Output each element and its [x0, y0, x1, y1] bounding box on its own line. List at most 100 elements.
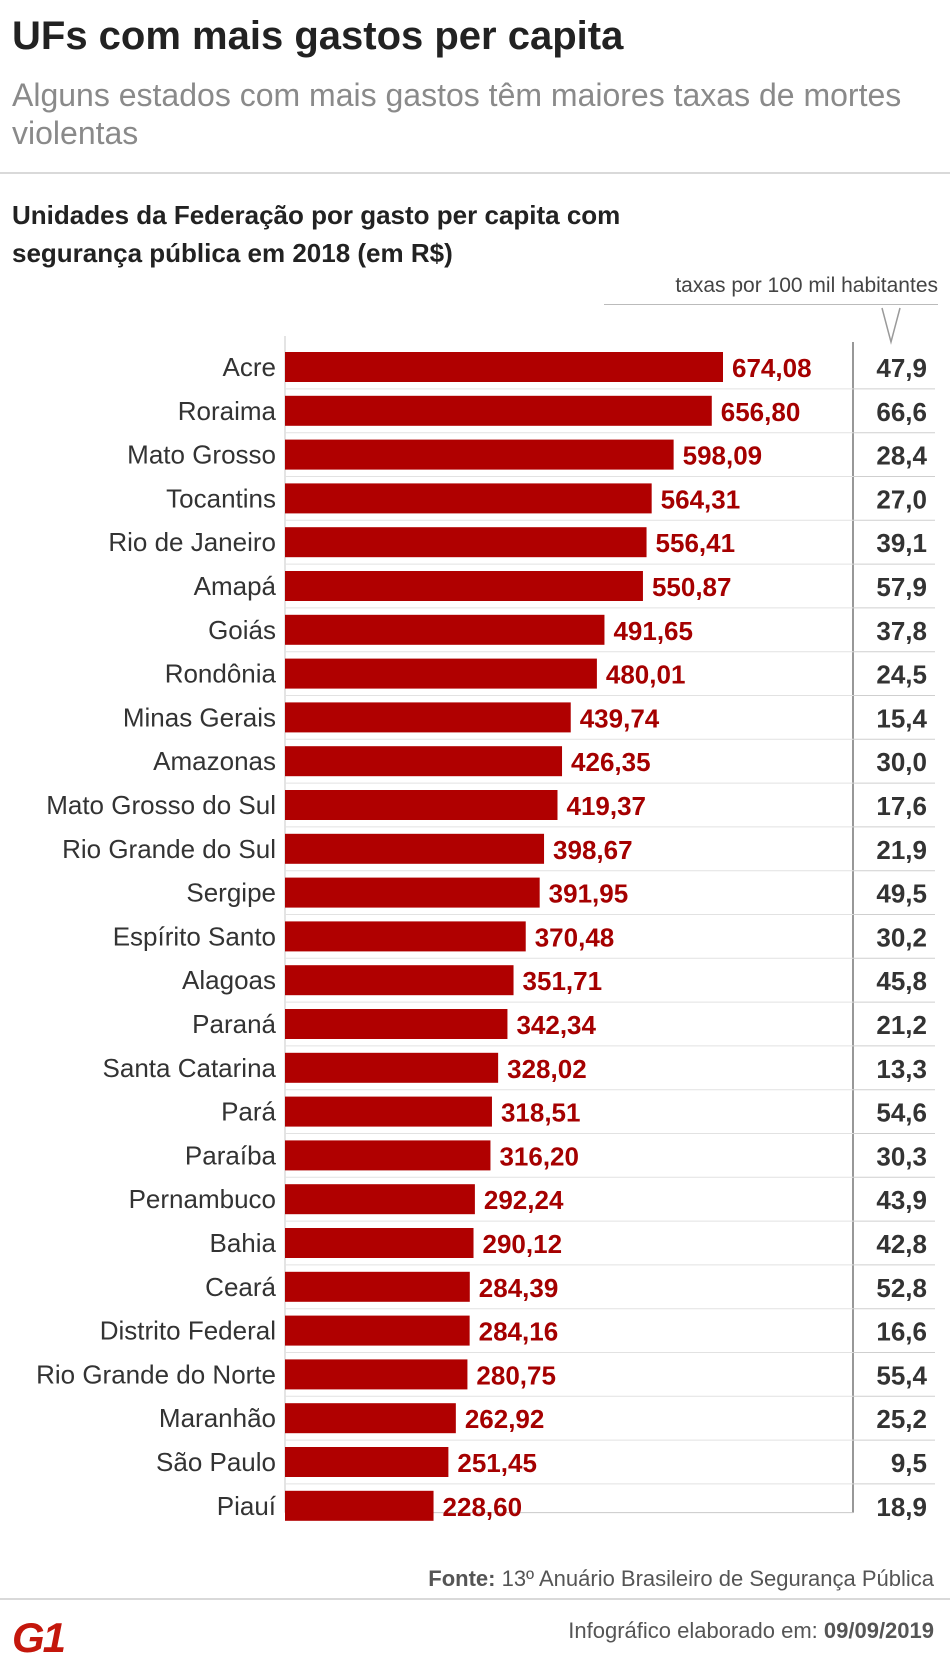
bar — [285, 1490, 434, 1521]
rate-label: 57,9 — [876, 572, 927, 602]
value-label: 292,24 — [484, 1185, 564, 1215]
category-label: Piauí — [217, 1491, 277, 1521]
bar — [285, 702, 571, 733]
value-label: 318,51 — [501, 1098, 581, 1128]
value-label: 284,16 — [479, 1317, 559, 1347]
made-date: 09/09/2019 — [823, 1618, 934, 1643]
rate-label: 25,2 — [876, 1404, 927, 1434]
value-label: 262,92 — [465, 1404, 545, 1434]
bar — [285, 790, 558, 820]
rate-label: 18,9 — [876, 1492, 927, 1522]
rate-label: 45,8 — [876, 966, 927, 996]
bar — [285, 1447, 449, 1477]
rate-label: 30,0 — [876, 747, 927, 777]
rate-label: 21,2 — [876, 1010, 927, 1040]
category-label: Amapá — [194, 571, 277, 601]
bar — [285, 1052, 499, 1083]
rate-label: 15,4 — [876, 703, 927, 733]
value-label: 556,41 — [656, 528, 736, 558]
category-label: Ceará — [205, 1272, 276, 1302]
value-label: 316,20 — [499, 1141, 579, 1171]
value-label: 426,35 — [571, 747, 651, 777]
value-label: 656,80 — [721, 397, 801, 427]
bar — [285, 746, 563, 777]
rate-label: 37,8 — [876, 616, 927, 646]
bar — [285, 1359, 468, 1390]
category-label: Pernambuco — [129, 1184, 276, 1214]
category-label: Mato Grosso do Sul — [46, 790, 276, 820]
bar — [285, 571, 643, 601]
bar — [285, 483, 652, 514]
bar — [285, 1140, 491, 1171]
bar — [285, 1403, 456, 1434]
bar — [285, 614, 605, 645]
category-label: Rio Grande do Norte — [36, 1359, 276, 1389]
category-label: Acre — [223, 352, 276, 382]
value-label: 342,34 — [516, 1010, 596, 1040]
rate-label: 42,8 — [876, 1229, 927, 1259]
category-label: Rio Grande do Sul — [62, 834, 276, 864]
category-label: São Paulo — [156, 1447, 276, 1477]
bar — [285, 1009, 508, 1039]
category-label: Rondônia — [165, 659, 277, 689]
bar — [285, 965, 514, 996]
rate-label: 16,6 — [876, 1317, 927, 1347]
svg-text:G1: G1 — [12, 1614, 65, 1658]
category-label: Mato Grosso — [127, 440, 276, 470]
rate-label: 54,6 — [876, 1098, 927, 1128]
rate-label: 39,1 — [876, 528, 927, 558]
category-label: Goiás — [208, 615, 276, 645]
bar — [285, 527, 647, 558]
bar — [285, 877, 540, 908]
value-label: 351,71 — [523, 966, 603, 996]
rate-label: 28,4 — [876, 441, 927, 471]
value-label: 674,08 — [732, 353, 812, 383]
rate-header-rule — [604, 304, 938, 305]
value-label: 564,31 — [661, 484, 741, 514]
value-label: 370,48 — [535, 922, 615, 952]
source-note: Fonte: 13º Anuário Brasileiro de Seguran… — [428, 1566, 934, 1592]
rate-label: 24,5 — [876, 660, 927, 690]
category-label: Pará — [221, 1097, 276, 1127]
value-label: 251,45 — [457, 1448, 537, 1478]
made-date-note: Infográfico elaborado em: 09/09/2019 — [568, 1618, 934, 1644]
header-divider — [0, 172, 950, 174]
rate-label: 17,6 — [876, 791, 927, 821]
category-label: Santa Catarina — [103, 1053, 277, 1083]
value-label: 280,75 — [476, 1360, 556, 1390]
g1-logo: G1 — [12, 1614, 67, 1658]
value-label: 398,67 — [553, 835, 633, 865]
value-label: 290,12 — [483, 1229, 563, 1259]
bar — [285, 352, 723, 382]
bar — [285, 395, 712, 426]
rate-label: 66,6 — [876, 397, 927, 427]
category-label: Minas Gerais — [123, 702, 276, 732]
rate-label: 13,3 — [876, 1054, 927, 1084]
category-label: Sergipe — [186, 878, 276, 908]
category-label: Distrito Federal — [100, 1316, 276, 1346]
bar — [285, 439, 674, 470]
value-label: 391,95 — [549, 879, 629, 909]
bar — [285, 1096, 492, 1127]
category-label: Amazonas — [153, 746, 276, 776]
value-label: 598,09 — [683, 441, 763, 471]
bar — [285, 921, 526, 952]
bar — [285, 1228, 474, 1258]
category-label: Paraíba — [185, 1140, 277, 1170]
rate-label: 52,8 — [876, 1273, 927, 1303]
value-label: 480,01 — [606, 660, 686, 690]
rate-label: 21,9 — [876, 835, 927, 865]
rate-label: 27,0 — [876, 484, 927, 514]
category-label: Maranhão — [159, 1403, 276, 1433]
value-label: 228,60 — [443, 1492, 523, 1522]
rate-label: 30,2 — [876, 922, 927, 952]
category-label: Roraima — [178, 396, 277, 426]
value-label: 284,39 — [479, 1273, 559, 1303]
source-text: 13º Anuário Brasileiro de Segurança Públ… — [501, 1566, 934, 1591]
bar — [285, 658, 597, 689]
category-label: Alagoas — [182, 965, 276, 995]
rate-label: 47,9 — [876, 353, 927, 383]
value-label: 439,74 — [580, 703, 660, 733]
rate-label: 43,9 — [876, 1185, 927, 1215]
